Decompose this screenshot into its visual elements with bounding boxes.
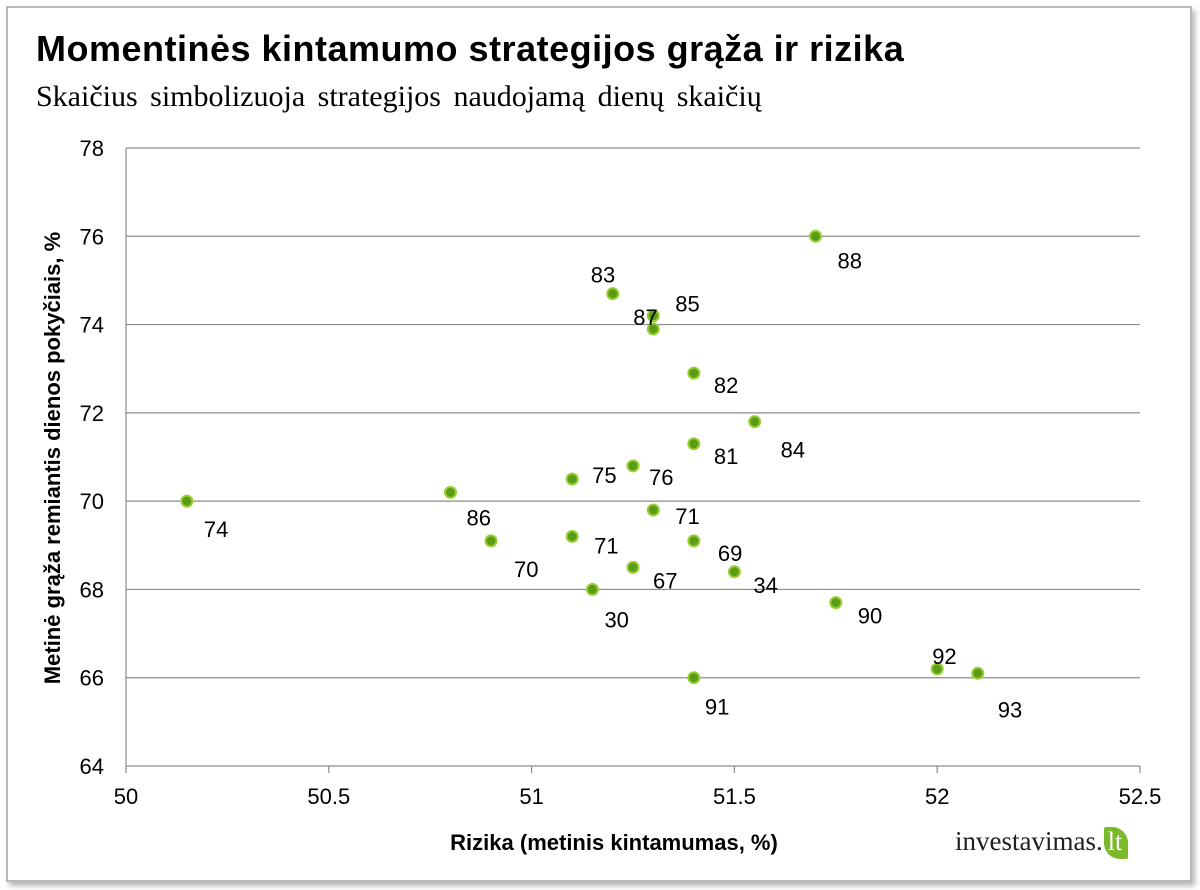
x-tick-label: 52.5 bbox=[1119, 784, 1162, 809]
data-point-label: 85 bbox=[675, 292, 699, 317]
x-tick-label: 51.5 bbox=[713, 784, 756, 809]
data-point bbox=[606, 287, 620, 301]
x-tick-label: 50.5 bbox=[307, 784, 350, 809]
x-tick-label: 51 bbox=[519, 784, 543, 809]
data-point-label: 83 bbox=[591, 263, 615, 288]
data-point bbox=[930, 662, 944, 676]
x-tick-label: 52 bbox=[925, 784, 949, 809]
data-point-labels: 88 83 85 87 82 84 81 76 75 74 86 71 71 70 69 67 34 30 90 92… bbox=[204, 248, 1022, 722]
y-tick-label: 72 bbox=[80, 401, 104, 426]
data-point bbox=[565, 472, 579, 486]
data-point-label: 75 bbox=[592, 463, 616, 488]
data-point bbox=[626, 459, 640, 473]
brand-leaf-suffix: lt bbox=[1103, 827, 1129, 859]
data-point-label: 30 bbox=[604, 607, 628, 632]
data-point-label: 67 bbox=[653, 568, 677, 593]
data-point-label: 86 bbox=[466, 505, 490, 530]
x-axis-tick-labels: 50 50.5 51 51.5 52 52.5 bbox=[114, 784, 1162, 809]
data-point bbox=[687, 437, 701, 451]
data-point-label: 34 bbox=[753, 573, 777, 598]
gridlines bbox=[125, 147, 1141, 773]
data-point-label: 70 bbox=[514, 557, 538, 582]
data-point bbox=[809, 229, 823, 243]
data-point-label: 90 bbox=[858, 604, 882, 629]
y-tick-label: 64 bbox=[80, 754, 104, 779]
data-point bbox=[646, 322, 660, 336]
data-point bbox=[565, 529, 579, 543]
data-point bbox=[727, 565, 741, 579]
data-point-label: 92 bbox=[932, 644, 956, 669]
x-axis-title: Rizika (metinis kintamumas, %) bbox=[450, 830, 778, 855]
data-point bbox=[971, 666, 985, 680]
data-point-label: 81 bbox=[714, 444, 738, 469]
data-point-label: 69 bbox=[718, 541, 742, 566]
data-point bbox=[646, 503, 660, 517]
data-point bbox=[626, 560, 640, 574]
data-point-label: 71 bbox=[594, 533, 618, 558]
data-point-label: 74 bbox=[204, 517, 228, 542]
data-point-label: 71 bbox=[675, 504, 699, 529]
data-point-label: 91 bbox=[705, 695, 729, 720]
data-point bbox=[484, 534, 498, 548]
data-point bbox=[443, 485, 457, 499]
chart-subtitle: Skaičius simbolizuoja strategijos naudoj… bbox=[36, 80, 762, 113]
data-point bbox=[687, 671, 701, 685]
chart-title: Momentinės kintamumo strategijos grąža i… bbox=[36, 28, 905, 69]
chart-frame bbox=[6, 6, 1192, 882]
data-point bbox=[748, 415, 762, 429]
y-tick-label: 74 bbox=[80, 313, 104, 338]
data-point-label: 88 bbox=[838, 248, 862, 273]
y-axis-title: Metinė grąža remiantis dienos pokyčiais,… bbox=[40, 232, 65, 684]
data-point bbox=[646, 309, 660, 323]
brand-text: investavimas. bbox=[955, 826, 1103, 856]
data-point-label: 82 bbox=[714, 373, 738, 398]
brand-logo: investavimas. lt bbox=[955, 826, 1129, 859]
y-tick-label: 70 bbox=[80, 489, 104, 514]
data-point-label: 93 bbox=[998, 697, 1022, 722]
y-tick-label: 76 bbox=[80, 224, 104, 249]
data-point-label: 87 bbox=[633, 305, 657, 330]
data-point bbox=[180, 494, 194, 508]
y-tick-label: 78 bbox=[80, 136, 104, 161]
y-tick-label: 66 bbox=[80, 666, 104, 691]
data-points bbox=[180, 229, 985, 685]
data-point bbox=[829, 596, 843, 610]
y-axis-tick-labels: 64 66 68 70 72 74 76 78 bbox=[80, 136, 104, 779]
y-tick-label: 68 bbox=[80, 577, 104, 602]
data-point bbox=[687, 366, 701, 380]
data-point-label: 84 bbox=[781, 438, 805, 463]
data-point bbox=[687, 534, 701, 548]
data-point-label: 76 bbox=[649, 465, 673, 490]
data-point bbox=[585, 582, 599, 596]
x-tick-label: 50 bbox=[114, 784, 138, 809]
